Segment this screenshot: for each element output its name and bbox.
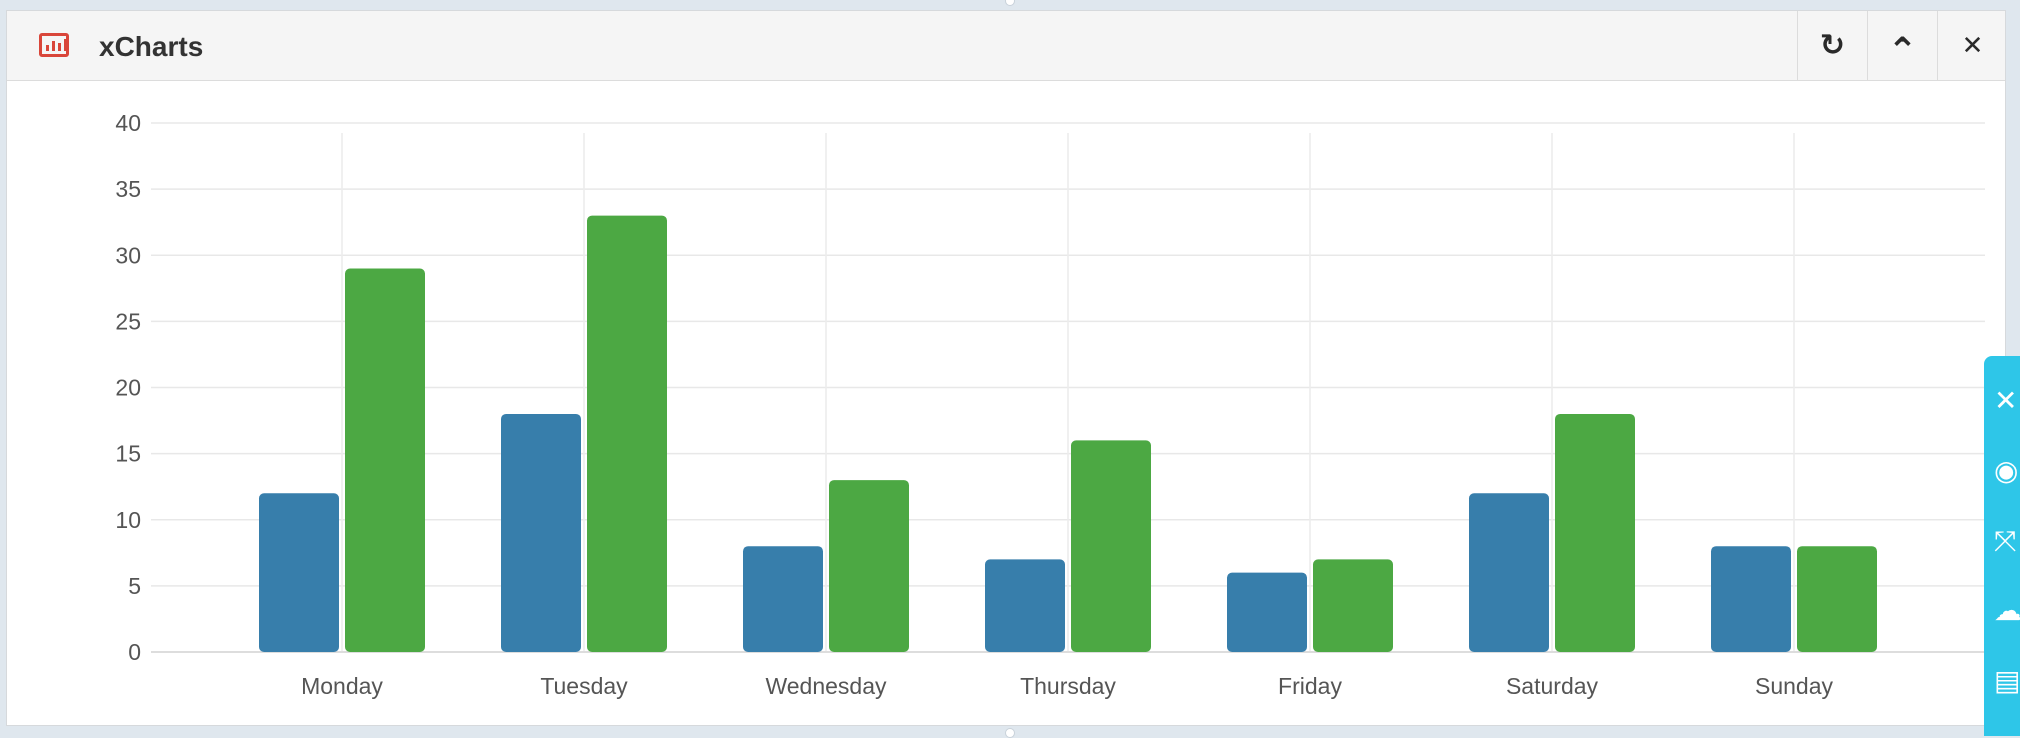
bar-series-1-saturday — [1469, 493, 1549, 652]
copy-icon: ▤ — [1994, 666, 2020, 696]
resize-handle-bottom[interactable] — [1005, 728, 1015, 738]
panel-header: xCharts ↻ ⌃ ✕ — [7, 11, 2005, 81]
x-tick-label: Wednesday — [765, 673, 887, 699]
bar-series-2-wednesday — [829, 480, 909, 652]
copy-tool[interactable]: ▤ — [1994, 666, 2020, 696]
close-icon: ✕ — [1961, 30, 1984, 60]
bar-series-2-tuesday — [587, 215, 667, 652]
bar-series-2-sunday — [1797, 546, 1877, 652]
bar-series-1-friday — [1227, 572, 1307, 652]
close-button[interactable]: ✕ — [1937, 11, 2007, 80]
x-tick-label: Tuesday — [540, 673, 628, 699]
bar-series-1-sunday — [1711, 546, 1791, 652]
cloud-upload-icon: ☁ — [1994, 596, 2020, 626]
y-tick-label: 5 — [128, 573, 141, 599]
x-tick-label: Friday — [1278, 673, 1342, 699]
bar-series-2-saturday — [1555, 413, 1635, 652]
y-tick-label: 20 — [115, 375, 141, 401]
y-tick-label: 35 — [115, 176, 141, 202]
bar-series-1-tuesday — [501, 413, 581, 652]
bar-series-1-wednesday — [743, 546, 823, 652]
close-tool[interactable]: ✕ — [1994, 386, 2020, 416]
fullscreen-tool[interactable]: ⤧ — [1994, 526, 2020, 556]
upload-tool[interactable]: ☁ — [1994, 596, 2020, 626]
x-tick-label: Monday — [301, 673, 383, 699]
y-tick-label: 30 — [115, 242, 141, 268]
bar-series-2-thursday — [1071, 440, 1151, 652]
bar-chart-icon — [39, 33, 69, 57]
refresh-icon: ↻ — [1819, 29, 1846, 62]
bar-series-1-monday — [259, 493, 339, 652]
resize-handle-top[interactable] — [1005, 0, 1015, 6]
y-tick-label: 0 — [128, 639, 141, 665]
close-icon: ✕ — [1994, 386, 2018, 416]
bar-series-2-monday — [345, 268, 425, 652]
y-tick-label: 40 — [115, 110, 141, 136]
camera-icon: ◉ — [1994, 456, 2019, 486]
chevron-up-icon: ⌃ — [1887, 29, 1918, 71]
refresh-button[interactable]: ↻ — [1797, 11, 1867, 80]
x-tick-label: Saturday — [1506, 673, 1599, 699]
bar-series-2-friday — [1313, 559, 1393, 652]
chart-panel: xCharts ↻ ⌃ ✕ 0 5 10 15 20 25 30 35 40 Monday Tues… — [6, 10, 2006, 726]
chart-area: 0 5 10 15 20 25 30 35 40 Monday Tuesday Wednesday Th… — [7, 81, 2007, 727]
side-toolbar: ✕ ◉ ⤧ ☁ ▤ — [1984, 356, 2020, 736]
camera-tool[interactable]: ◉ — [1994, 456, 2020, 486]
y-tick-label: 10 — [115, 507, 141, 533]
expand-icon: ⤧ — [1994, 526, 2017, 556]
bar-chart: 0 5 10 15 20 25 30 35 40 Monday Tuesday Wednesday Th… — [115, 110, 1985, 699]
collapse-button[interactable]: ⌃ — [1867, 11, 1937, 80]
x-tick-label: Sunday — [1755, 673, 1834, 699]
bar-series-1-thursday — [985, 559, 1065, 652]
y-tick-label: 15 — [115, 441, 141, 467]
panel-title: xCharts — [99, 31, 204, 62]
x-tick-label: Thursday — [1020, 673, 1116, 699]
y-tick-label: 25 — [115, 308, 141, 334]
